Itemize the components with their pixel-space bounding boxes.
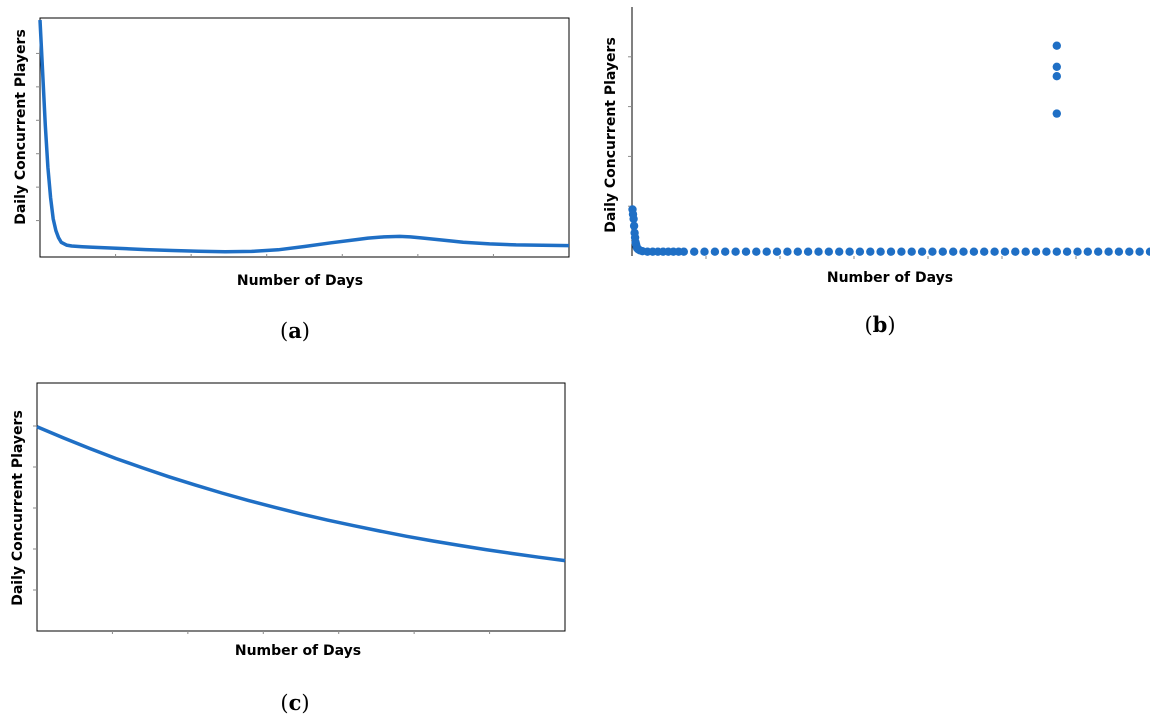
scatter-point [1114, 247, 1124, 256]
scatter-point [1073, 247, 1082, 256]
x-axis-label-c: Number of Days [235, 643, 361, 659]
scatter-point [1052, 62, 1061, 71]
scatter-point [1135, 247, 1144, 256]
caption-letter-c: c [288, 690, 302, 715]
scatter-points-b [628, 41, 1150, 256]
scatter-point [917, 247, 927, 256]
scatter-point [741, 247, 751, 256]
chart-panel-c: Number of Days Daily Concurrent Players [10, 382, 566, 659]
x-axis-ticks-c [111, 631, 491, 634]
scatter-point [793, 247, 802, 256]
scatter-point [907, 247, 916, 256]
series-line-c [36, 425, 566, 563]
scatter-point [629, 221, 639, 231]
y-axis-ticks-a [36, 52, 40, 222]
scatter-point [1052, 109, 1061, 118]
scatter-point [855, 247, 865, 256]
scatter-point [1042, 247, 1051, 256]
x-axis-label-b: Number of Days [827, 270, 953, 286]
scatter-point [1094, 247, 1103, 256]
scatter-point [679, 247, 688, 256]
scatter-point [762, 247, 771, 256]
scatter-point [721, 247, 730, 256]
x-axis-ticks-a [115, 254, 494, 257]
scatter-point [772, 247, 782, 256]
scatter-point [824, 247, 833, 256]
chart-panel-b: Number of Days Daily Concurrent Players [603, 7, 1150, 286]
scatter-point [866, 247, 875, 256]
scatter-point [949, 247, 958, 256]
scatter-point [1011, 247, 1020, 256]
scatter-point [1052, 247, 1061, 256]
scatter-point [803, 247, 813, 256]
y-axis-ticks-b [628, 56, 632, 207]
scatter-point [710, 247, 720, 256]
chart-panel-a: Number of Days Daily Concurrent Players [13, 17, 570, 289]
scatter-point [629, 214, 638, 224]
caption-letter-b: b [872, 312, 888, 337]
y-axis-label-a: Daily Concurrent Players [13, 29, 29, 225]
scatter-point [1052, 41, 1061, 50]
plot-frame-c [36, 382, 566, 632]
caption-b: (b) [864, 312, 896, 337]
scatter-point [886, 247, 896, 256]
y-axis-label-c: Daily Concurrent Players [10, 410, 26, 606]
scatter-point [814, 247, 823, 256]
scatter-point [690, 247, 699, 256]
scatter-point [990, 247, 999, 256]
scatter-point [897, 247, 906, 256]
scatter-point [845, 247, 854, 256]
x-axis-label-a: Number of Days [237, 273, 363, 289]
scatter-point [1125, 247, 1134, 256]
scatter-point [938, 247, 947, 256]
y-axis-ticks-c [33, 425, 37, 591]
scatter-point [980, 247, 989, 256]
scatter-point [969, 247, 979, 256]
scatter-point [1000, 247, 1010, 256]
scatter-point [1021, 247, 1030, 256]
scatter-point [1104, 247, 1113, 256]
scatter-point [700, 247, 709, 256]
scatter-point [1031, 247, 1041, 256]
scatter-point [1083, 247, 1092, 256]
scatter-point [1062, 247, 1072, 256]
caption-letter-a: a [288, 318, 302, 343]
scatter-point [783, 247, 792, 256]
scatter-point [959, 247, 968, 256]
scatter-point [752, 247, 761, 256]
series-line-a [38, 19, 570, 254]
scatter-point [928, 247, 937, 256]
caption-a: (a) [279, 318, 310, 343]
caption-c: (c) [280, 690, 310, 715]
scatter-point [731, 247, 740, 256]
scatter-point [1145, 247, 1150, 256]
x-axis-ticks-b [705, 256, 1077, 259]
scatter-point [1052, 72, 1061, 81]
scatter-point [835, 247, 844, 256]
plot-frame-a [39, 17, 570, 258]
y-axis-label-b: Daily Concurrent Players [603, 37, 619, 233]
scatter-point [876, 247, 885, 256]
